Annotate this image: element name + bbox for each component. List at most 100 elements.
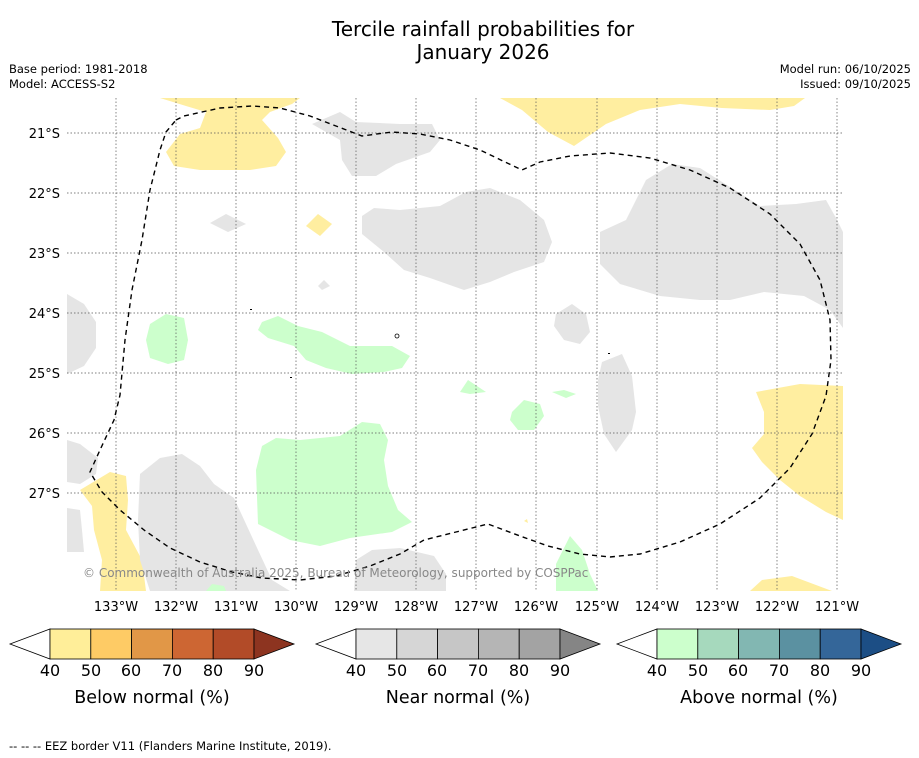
colorbar-tick: 70 [162,661,182,680]
map-panel [67,98,843,591]
colorbar-tick: 90 [550,661,570,680]
above-region-small-3 [510,400,544,430]
near-region-east-strip [598,354,636,452]
colorbar-segment [49,628,92,660]
lon-label: 128°W [394,600,438,615]
map-title: Tercile rainfall probabilities for Janua… [0,18,919,64]
colorbar-above-label: Above normal (%) [680,688,838,708]
lon-label: 132°W [154,600,198,615]
above-region-south-speck [206,584,226,591]
colorbar-segment [355,628,398,660]
colorbar-tick: 50 [688,661,708,680]
graticule [67,98,843,591]
colorbar-segment [396,628,438,660]
below-region-north-west [160,98,300,170]
below-region-speck [524,519,528,523]
lon-label: 125°W [575,600,619,615]
copyright-text: © Commonwealth of Australia 2025, Bureau… [83,566,588,580]
colorbar-segment [697,628,739,660]
lon-label: 127°W [454,600,498,615]
near-region-small-west [210,214,246,232]
colorbar-segment [212,628,255,660]
title-line-2: January 2026 [416,40,550,64]
colorbar-tick: 60 [427,661,447,680]
colorbar-near-upper-extend [559,628,602,660]
island-dot-4 [394,333,400,339]
colorbar-tick: 80 [203,661,223,680]
meta-right: Model run: 06/10/2025 Issued: 09/10/2025 [780,62,911,92]
lat-label: 21°S [29,127,60,142]
colorbar-tick: 70 [769,661,789,680]
above-region-south-central [256,422,412,546]
colorbar-tick: 90 [851,661,871,680]
colorbar-near: 40 50 60 70 80 90 Near normal (%) [314,628,602,708]
lon-label: 129°W [334,600,378,615]
near-region-speck [318,280,330,290]
colorbar-tick: 80 [509,661,529,680]
colorbar-tick: 60 [121,661,141,680]
above-region-small-1 [460,380,486,394]
near-region-west-south [67,440,98,484]
lon-label: 122°W [755,600,799,615]
near-region-central [362,188,552,290]
colorbar-segment [131,628,173,660]
colorbar-above: 40 50 60 70 80 90 Above normal (%) [615,628,903,708]
colorbar-segment [738,628,780,660]
colorbar-segment [171,628,214,660]
colorbar-segment [437,628,479,660]
issued-text: Issued: 09/10/2025 [800,77,911,91]
lat-label: 26°S [29,427,60,442]
lon-label: 126°W [514,600,558,615]
lon-label: 130°W [274,600,318,615]
near-region-small-east [554,304,590,344]
above-region-central-north [258,316,410,374]
colorbar-segment [656,628,699,660]
lat-label: 23°S [29,247,60,262]
below-region-small-1 [306,214,332,236]
island-dot-1 [250,309,252,310]
eez-border [89,105,832,581]
island-markers [250,309,610,378]
lat-label: 22°S [29,187,60,202]
above-region-small-2 [552,390,576,398]
lon-label: 124°W [635,600,679,615]
colorbar-tick: 80 [810,661,830,680]
island-dot-3 [608,353,610,354]
colorbar-near-label: Near normal (%) [386,688,531,708]
below-region-south-east [750,576,832,591]
latitude-labels: 21°S 22°S 23°S 24°S 25°S 26°S 27°S [29,127,60,502]
lon-label: 133°W [94,600,138,615]
eez-footnote: -- -- -- EEZ border V11 (Flanders Marine… [9,739,332,753]
lat-label: 24°S [29,307,60,322]
colorbar-tick: 40 [647,661,667,680]
colorbar-tick: 90 [244,661,264,680]
lon-label: 121°W [815,600,859,615]
above-region-south-east [556,536,598,591]
near-region-north [312,112,440,176]
lon-label: 123°W [695,600,739,615]
colorbar-below: 40 50 60 70 80 90 Below normal (%) [8,628,296,708]
colorbar-near-lower-extend [314,628,357,660]
colorbar-tick: 40 [40,661,60,680]
model-run-text: Model run: 06/10/2025 [779,62,911,76]
above-region-west [146,314,188,364]
colorbar-tick: 50 [81,661,101,680]
base-period-text: Base period: 1981-2018 [9,62,148,76]
colorbar-below-label: Below normal (%) [74,688,229,708]
near-region-south-central [354,548,446,591]
below-region-east [752,384,843,520]
colorbar-above-upper-extend [860,628,903,660]
colorbar-tick: 70 [468,661,488,680]
colorbar-below-lower-extend [8,628,51,660]
colorbar-above-lower-extend [615,628,658,660]
near-region-north-east [600,164,843,328]
colorbar-tick: 40 [346,661,366,680]
above-normal-regions [146,314,598,591]
lon-label: 131°W [214,600,258,615]
title-line-1: Tercile rainfall probabilities for [331,17,635,41]
colorbar-segment [477,628,520,660]
colorbar-segment [779,628,821,660]
below-region-north-centre [500,98,805,146]
lat-label: 25°S [29,367,60,382]
